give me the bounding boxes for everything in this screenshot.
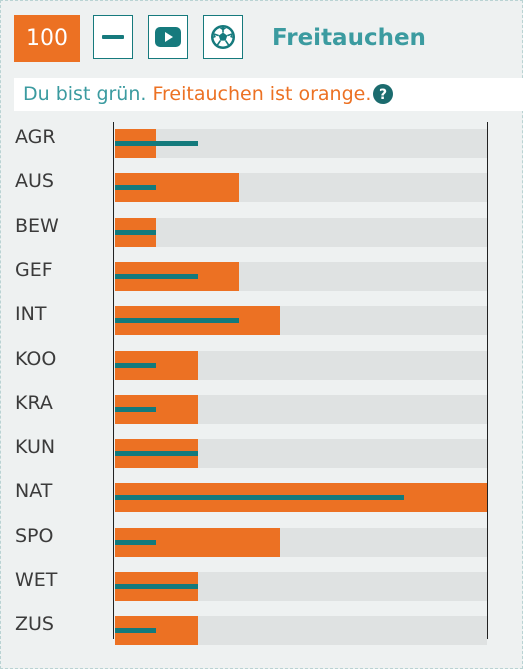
category-label: KUN bbox=[15, 436, 56, 459]
bar-track bbox=[115, 261, 487, 291]
legend-user-text: Du bist grün. bbox=[23, 83, 147, 105]
bar-track bbox=[115, 394, 487, 424]
video-button[interactable] bbox=[148, 15, 188, 59]
bar-track bbox=[115, 439, 487, 469]
user-bar bbox=[115, 495, 405, 501]
sport-button[interactable] bbox=[203, 15, 243, 59]
category-label: BEW bbox=[15, 214, 59, 237]
category-label: SPO bbox=[15, 524, 54, 547]
user-bar bbox=[115, 273, 198, 279]
user-bar bbox=[115, 584, 198, 589]
chart-row: AGR bbox=[0, 118, 523, 162]
chart-row: AUS bbox=[0, 162, 523, 206]
bar-track bbox=[115, 217, 487, 247]
user-bar bbox=[115, 141, 198, 146]
chart-row: ZUS bbox=[0, 605, 523, 649]
category-label: AGR bbox=[15, 126, 56, 148]
category-label: GEF bbox=[15, 258, 53, 281]
chart-row: KRA bbox=[0, 384, 523, 428]
chart-row: INT bbox=[0, 295, 523, 339]
category-label: NAT bbox=[15, 480, 53, 503]
bar-track bbox=[115, 173, 487, 203]
minus-icon bbox=[102, 35, 124, 39]
bar-track bbox=[115, 527, 487, 557]
user-bar bbox=[115, 318, 239, 324]
bar-track bbox=[115, 306, 487, 336]
soccer-ball-icon bbox=[211, 25, 235, 49]
user-bar bbox=[115, 406, 157, 412]
chart-row: BEW bbox=[0, 207, 523, 251]
chart-row: SPO bbox=[0, 517, 523, 561]
category-label: KOO bbox=[15, 347, 57, 370]
category-label: INT bbox=[15, 303, 47, 326]
chart-row: KUN bbox=[0, 428, 523, 472]
chart-row: WET bbox=[0, 561, 523, 605]
category-label: KRA bbox=[15, 391, 53, 414]
axis-left-line bbox=[113, 122, 114, 639]
chart-row: KOO bbox=[0, 340, 523, 384]
category-label: WET bbox=[15, 569, 58, 591]
legend-bar: Du bist grün. Freitauchen ist orange. ? bbox=[14, 78, 523, 111]
user-bar bbox=[115, 451, 198, 457]
youtube-play-icon bbox=[155, 27, 181, 47]
bar-track bbox=[115, 483, 487, 513]
bar-track bbox=[115, 616, 487, 646]
bar-track bbox=[115, 350, 487, 380]
user-bar bbox=[115, 185, 157, 191]
user-bar bbox=[115, 362, 157, 368]
chart-row: GEF bbox=[0, 251, 523, 295]
user-bar bbox=[115, 539, 157, 545]
user-bar bbox=[115, 628, 157, 634]
chart-row: NAT bbox=[0, 472, 523, 516]
page-title: Freitauchen bbox=[272, 25, 426, 51]
score-badge: 100 bbox=[14, 15, 80, 62]
svg-text:?: ? bbox=[379, 87, 387, 103]
user-bar bbox=[115, 229, 157, 235]
bar-track bbox=[115, 572, 487, 601]
category-label: ZUS bbox=[15, 613, 54, 636]
header: 100 Freitauchen bbox=[14, 15, 514, 62]
bar-track bbox=[115, 129, 487, 158]
category-label: AUS bbox=[15, 170, 54, 193]
minus-button[interactable] bbox=[93, 15, 133, 59]
legend-activity-text: Freitauchen ist orange. bbox=[152, 83, 372, 105]
axis-right-line bbox=[487, 122, 488, 639]
question-circle-icon[interactable]: ? bbox=[372, 83, 394, 105]
